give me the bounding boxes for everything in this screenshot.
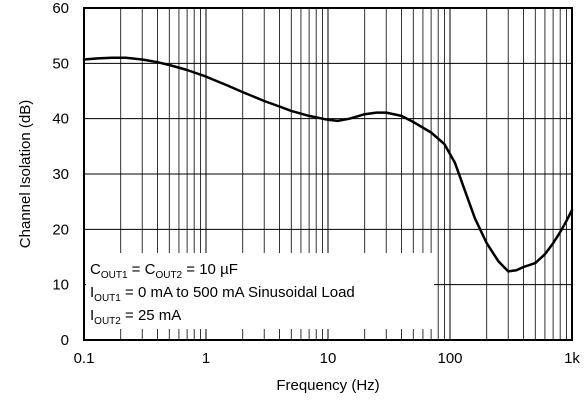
- series-group: [82, 56, 574, 273]
- annotation-segment: = C: [128, 261, 156, 278]
- annotation-subscript: OUT1: [101, 270, 128, 281]
- y-tick-label: 30: [52, 166, 69, 183]
- y-axis-title: Channel Isolation (dB): [17, 100, 34, 248]
- annotation-line: IOUT1 = 0 mA to 500 mA Sinusoidal Load: [90, 284, 355, 304]
- annotation-segment: = 0 mA to 500 mA Sinusoidal Load: [121, 284, 355, 301]
- y-tick-label: 60: [52, 0, 69, 17]
- annotation-subscript: OUT2: [155, 270, 182, 281]
- annotation-segment: I: [90, 284, 94, 301]
- isolation-curve: [82, 56, 574, 273]
- y-tick-label: 20: [52, 221, 69, 238]
- x-tick-label: 1: [202, 350, 210, 367]
- annotation-line: COUT1 = COUT2 = 10 µF: [90, 261, 238, 281]
- annotation-box: [86, 253, 434, 329]
- annotation-segment: I: [90, 307, 94, 324]
- y-tick-label: 40: [52, 111, 69, 128]
- x-tick-label: 10: [320, 350, 337, 367]
- x-tick-label: 0.1: [74, 350, 95, 367]
- y-tick-label: 10: [52, 277, 69, 294]
- annotation-segment: = 25 mA: [121, 307, 181, 324]
- y-tick-label: 0: [61, 332, 69, 349]
- y-tick-label: 50: [52, 55, 69, 72]
- plot-frame: [83, 7, 573, 341]
- y-tick-labels: 0 10 20 30 40 50 60: [52, 0, 69, 349]
- x-tick-label: 1k: [564, 350, 580, 367]
- annotation-segment: C: [90, 261, 101, 278]
- x-axis-title: Frequency (Hz): [276, 377, 379, 394]
- x-tick-label: 100: [437, 350, 462, 367]
- annotation-segment: = 10 µF: [182, 261, 238, 278]
- x-tick-labels: 0.1 1 10 100 1k: [74, 350, 581, 367]
- annotation-subscript: OUT2: [94, 316, 121, 327]
- annotation-subscript: OUT1: [94, 293, 121, 304]
- annotation-line: IOUT2 = 25 mA: [90, 307, 181, 327]
